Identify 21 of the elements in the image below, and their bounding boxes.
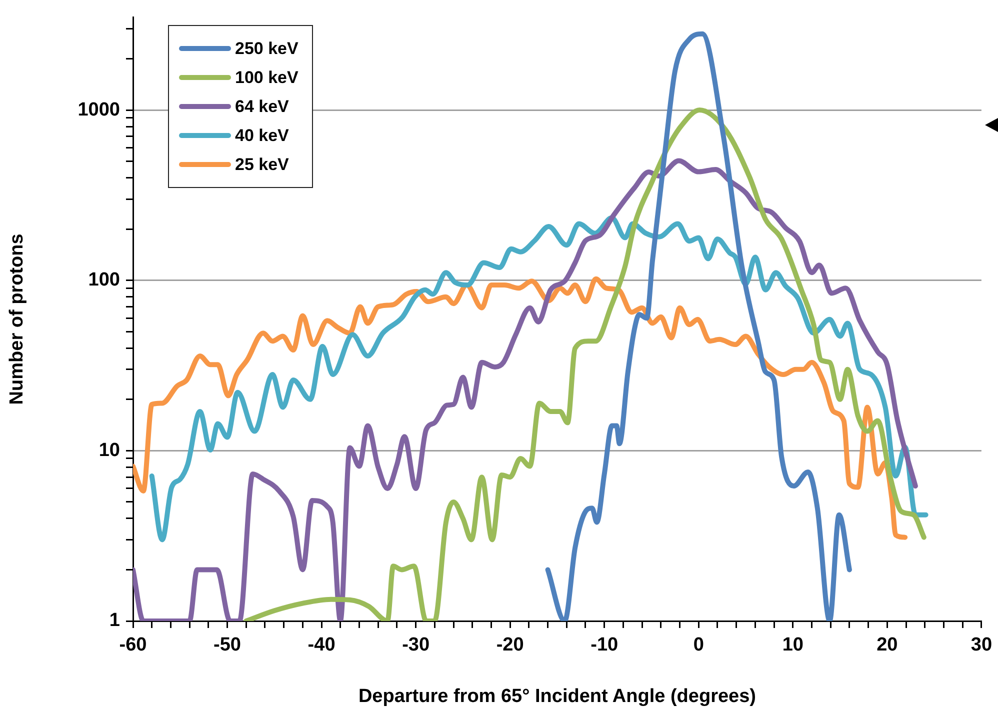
- legend-label: 25 keV: [235, 154, 289, 174]
- x-tick-label: -30: [402, 634, 430, 656]
- x-tick-label: -20: [496, 634, 524, 656]
- x-tick-label: 0: [693, 634, 704, 656]
- x-tick-label: -50: [214, 634, 242, 656]
- legend-label: 40 keV: [235, 126, 289, 146]
- y-tick-label: 10: [98, 440, 120, 461]
- legend-label: 250 keV: [235, 38, 298, 58]
- x-tick-label: -10: [590, 634, 618, 656]
- x-tick-label: 10: [782, 634, 804, 656]
- y-tick-label: 1000: [78, 99, 120, 120]
- x-axis-title: Departure from 65° Incident Angle (degrees): [358, 686, 756, 707]
- x-tick-label: -60: [119, 634, 147, 656]
- x-tick-label: 30: [970, 634, 992, 656]
- x-tick-label: -40: [308, 634, 336, 656]
- x-tick-label: 20: [876, 634, 898, 656]
- y-tick-label: 100: [88, 270, 120, 291]
- legend-label: 100 keV: [235, 68, 298, 88]
- legend-label: 64 keV: [235, 96, 289, 116]
- y-tick-label: 1: [109, 610, 120, 632]
- y-axis-title: Number of protons: [6, 234, 28, 405]
